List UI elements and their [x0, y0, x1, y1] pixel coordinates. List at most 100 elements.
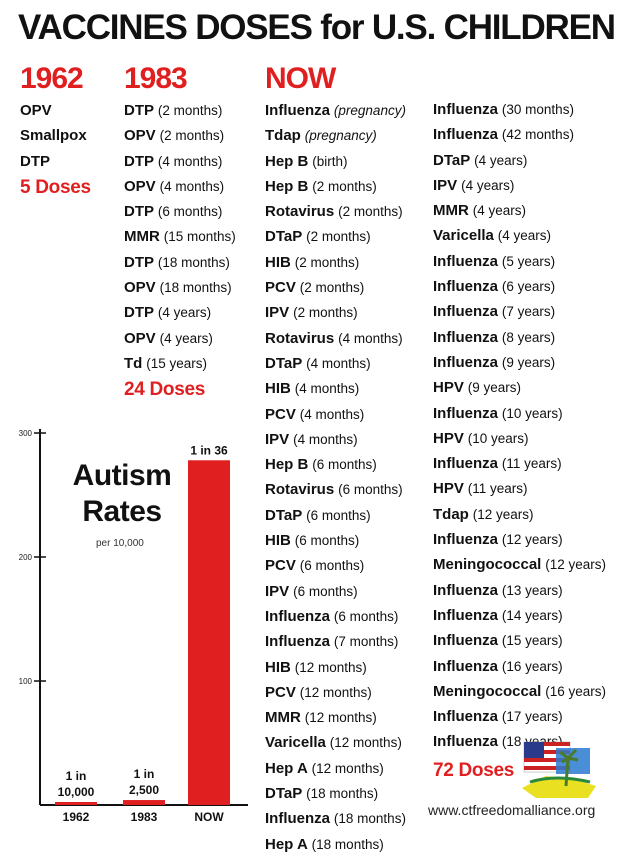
- vaccine-age: (9 years): [501, 354, 556, 370]
- vaccine-item: HPV (9 years): [433, 375, 606, 400]
- vaccine-age: (10 years): [501, 405, 563, 421]
- vaccine-item: DTP (4 months): [124, 149, 236, 174]
- vaccine-age: (12 years): [472, 506, 534, 522]
- vaccine-item: DTaP (4 months): [265, 351, 406, 376]
- vaccine-age: (12 months): [299, 684, 372, 700]
- chart-svg: 100 200 300 1962 1 in 10,000 1983 1 in 2,500 NOW 1…: [19, 429, 248, 824]
- vaccine-item: Influenza (7 years): [433, 299, 606, 324]
- flag-logo: [516, 736, 600, 805]
- vaccine-name: Varicella: [433, 227, 494, 245]
- x-tick-label: NOW: [194, 810, 224, 824]
- vaccine-age: (8 years): [501, 329, 556, 345]
- vaccine-item: Influenza (12 years): [433, 527, 606, 552]
- vaccine-age: (birth): [312, 153, 348, 169]
- vaccine-age: (2 months): [299, 280, 365, 296]
- vaccine-name: DTP: [124, 253, 154, 271]
- vaccine-item: Rotavirus (4 months): [265, 326, 406, 351]
- vaccine-item: Influenza (42 months): [433, 122, 606, 147]
- vaccine-item: Influenza (14 years): [433, 603, 606, 628]
- vaccine-item: DTaP (2 months): [265, 224, 406, 249]
- vaccine-item: Meningococcal (12 years): [433, 552, 606, 577]
- vaccine-item: IPV (2 months): [265, 300, 406, 325]
- vaccine-name: Influenza: [433, 303, 499, 321]
- vaccine-name: IPV: [265, 304, 290, 322]
- vaccine-age: (10 years): [467, 430, 529, 446]
- vaccine-name: Influenza: [433, 101, 499, 118]
- vaccine-item: PCV (12 months): [265, 680, 406, 705]
- vaccine-item: Tdap (12 years): [433, 502, 606, 527]
- vaccine-name: HIB: [265, 253, 291, 271]
- data-label: 1 in: [134, 767, 155, 781]
- vaccine-name: DTaP: [265, 506, 303, 524]
- vaccine-name: OPV: [124, 329, 156, 347]
- vaccine-item: Influenza (10 years): [433, 401, 606, 426]
- vaccine-name: Varicella: [265, 734, 326, 752]
- vaccine-name: Influenza: [433, 252, 499, 270]
- vaccine-name: Influenza: [265, 607, 331, 625]
- vaccine-item: HIB (12 months): [265, 655, 406, 680]
- vaccine-item: OPV (4 years): [124, 326, 236, 351]
- vaccine-age: (12 years): [501, 532, 563, 548]
- vaccine-name: Rotavirus: [265, 203, 335, 221]
- vaccine-name: HPV: [433, 480, 464, 498]
- vaccine-age: (4 years): [159, 330, 213, 346]
- vaccine-item: PCV (2 months): [265, 275, 406, 300]
- page-title: VACCINES DOSES for U.S. CHILDREN: [18, 8, 616, 47]
- vaccine-name: Influenza: [433, 708, 499, 726]
- vaccine-age: (12 years): [545, 557, 607, 573]
- vaccine-age: (4 months): [159, 178, 225, 194]
- vaccine-item: Influenza (5 years): [433, 249, 606, 274]
- vaccine-name: IPV: [265, 430, 290, 448]
- vaccine-item: HIB (4 months): [265, 376, 406, 401]
- vaccine-age: (pregnancy): [333, 103, 406, 118]
- vaccine-age: (2 months): [338, 204, 403, 220]
- vaccine-age: (15 months): [163, 229, 236, 245]
- vaccine-item: HIB (6 months): [265, 528, 406, 553]
- vaccine-name: DTP: [20, 152, 50, 170]
- vaccine-age: (12 months): [311, 760, 384, 776]
- vaccine-name: Hep A: [265, 759, 308, 777]
- vaccine-age: (42 months): [501, 127, 574, 143]
- vaccine-list-now-2: Influenza (30 months) Influenza (42 month…: [433, 97, 606, 755]
- vaccine-age: (6 months): [293, 583, 358, 599]
- vaccine-age: (18 months): [306, 786, 379, 802]
- vaccine-age: (12 months): [294, 659, 367, 675]
- vaccine-item: Meningococcal (16 years): [433, 679, 606, 704]
- vaccine-name: OPV: [124, 127, 156, 145]
- vaccine-item: Influenza (6 months): [265, 604, 406, 629]
- vaccine-age: (7 years): [501, 304, 556, 320]
- bar-1983: [123, 800, 165, 805]
- vaccine-age: (11 years): [467, 481, 528, 497]
- schedule-1962: 1962 OPV Smallpox DTP 5 Doses: [20, 62, 91, 200]
- vaccine-age: (18 months): [333, 811, 406, 827]
- vaccine-age: (6 months): [294, 533, 360, 549]
- chart-title: Autism Rates: [72, 459, 172, 528]
- data-label: 1 in 36: [190, 443, 228, 457]
- vaccine-name: OPV: [124, 279, 156, 297]
- vaccine-name: MMR: [433, 202, 469, 220]
- footer-url[interactable]: www.ctfreedomalliance.org: [428, 802, 596, 818]
- vaccine-item: OPV (2 months): [124, 123, 236, 148]
- vaccine-age: (4 years): [157, 305, 212, 321]
- vaccine-name: Influenza: [433, 126, 499, 144]
- vaccine-name: DTaP: [265, 354, 303, 372]
- vaccine-item: PCV (4 months): [265, 402, 406, 427]
- vaccine-age: (2 months): [159, 128, 225, 144]
- vaccine-age: (4 months): [294, 381, 360, 397]
- vaccine-item: Influenza (pregnancy): [265, 98, 406, 123]
- vaccine-age: (6 months): [306, 507, 371, 523]
- bar-1962: [55, 802, 97, 805]
- vaccine-item: OPV (4 months): [124, 174, 236, 199]
- vaccine-name: MMR: [265, 709, 301, 727]
- vaccine-item: IPV (4 months): [265, 427, 406, 452]
- vaccine-name: Influenza: [433, 606, 499, 624]
- vaccine-name: Meningococcal: [433, 556, 542, 574]
- vaccine-name: Hep A: [265, 835, 308, 853]
- vaccine-age: (4 months): [293, 431, 358, 447]
- vaccine-name: HPV: [433, 379, 464, 397]
- vaccine-item: PCV (6 months): [265, 553, 406, 578]
- bar-NOW: [188, 460, 230, 805]
- vaccine-name: Influenza: [433, 657, 499, 675]
- year-heading-1983: 1983: [124, 62, 188, 95]
- vaccine-item: Influenza (16 years): [433, 654, 606, 679]
